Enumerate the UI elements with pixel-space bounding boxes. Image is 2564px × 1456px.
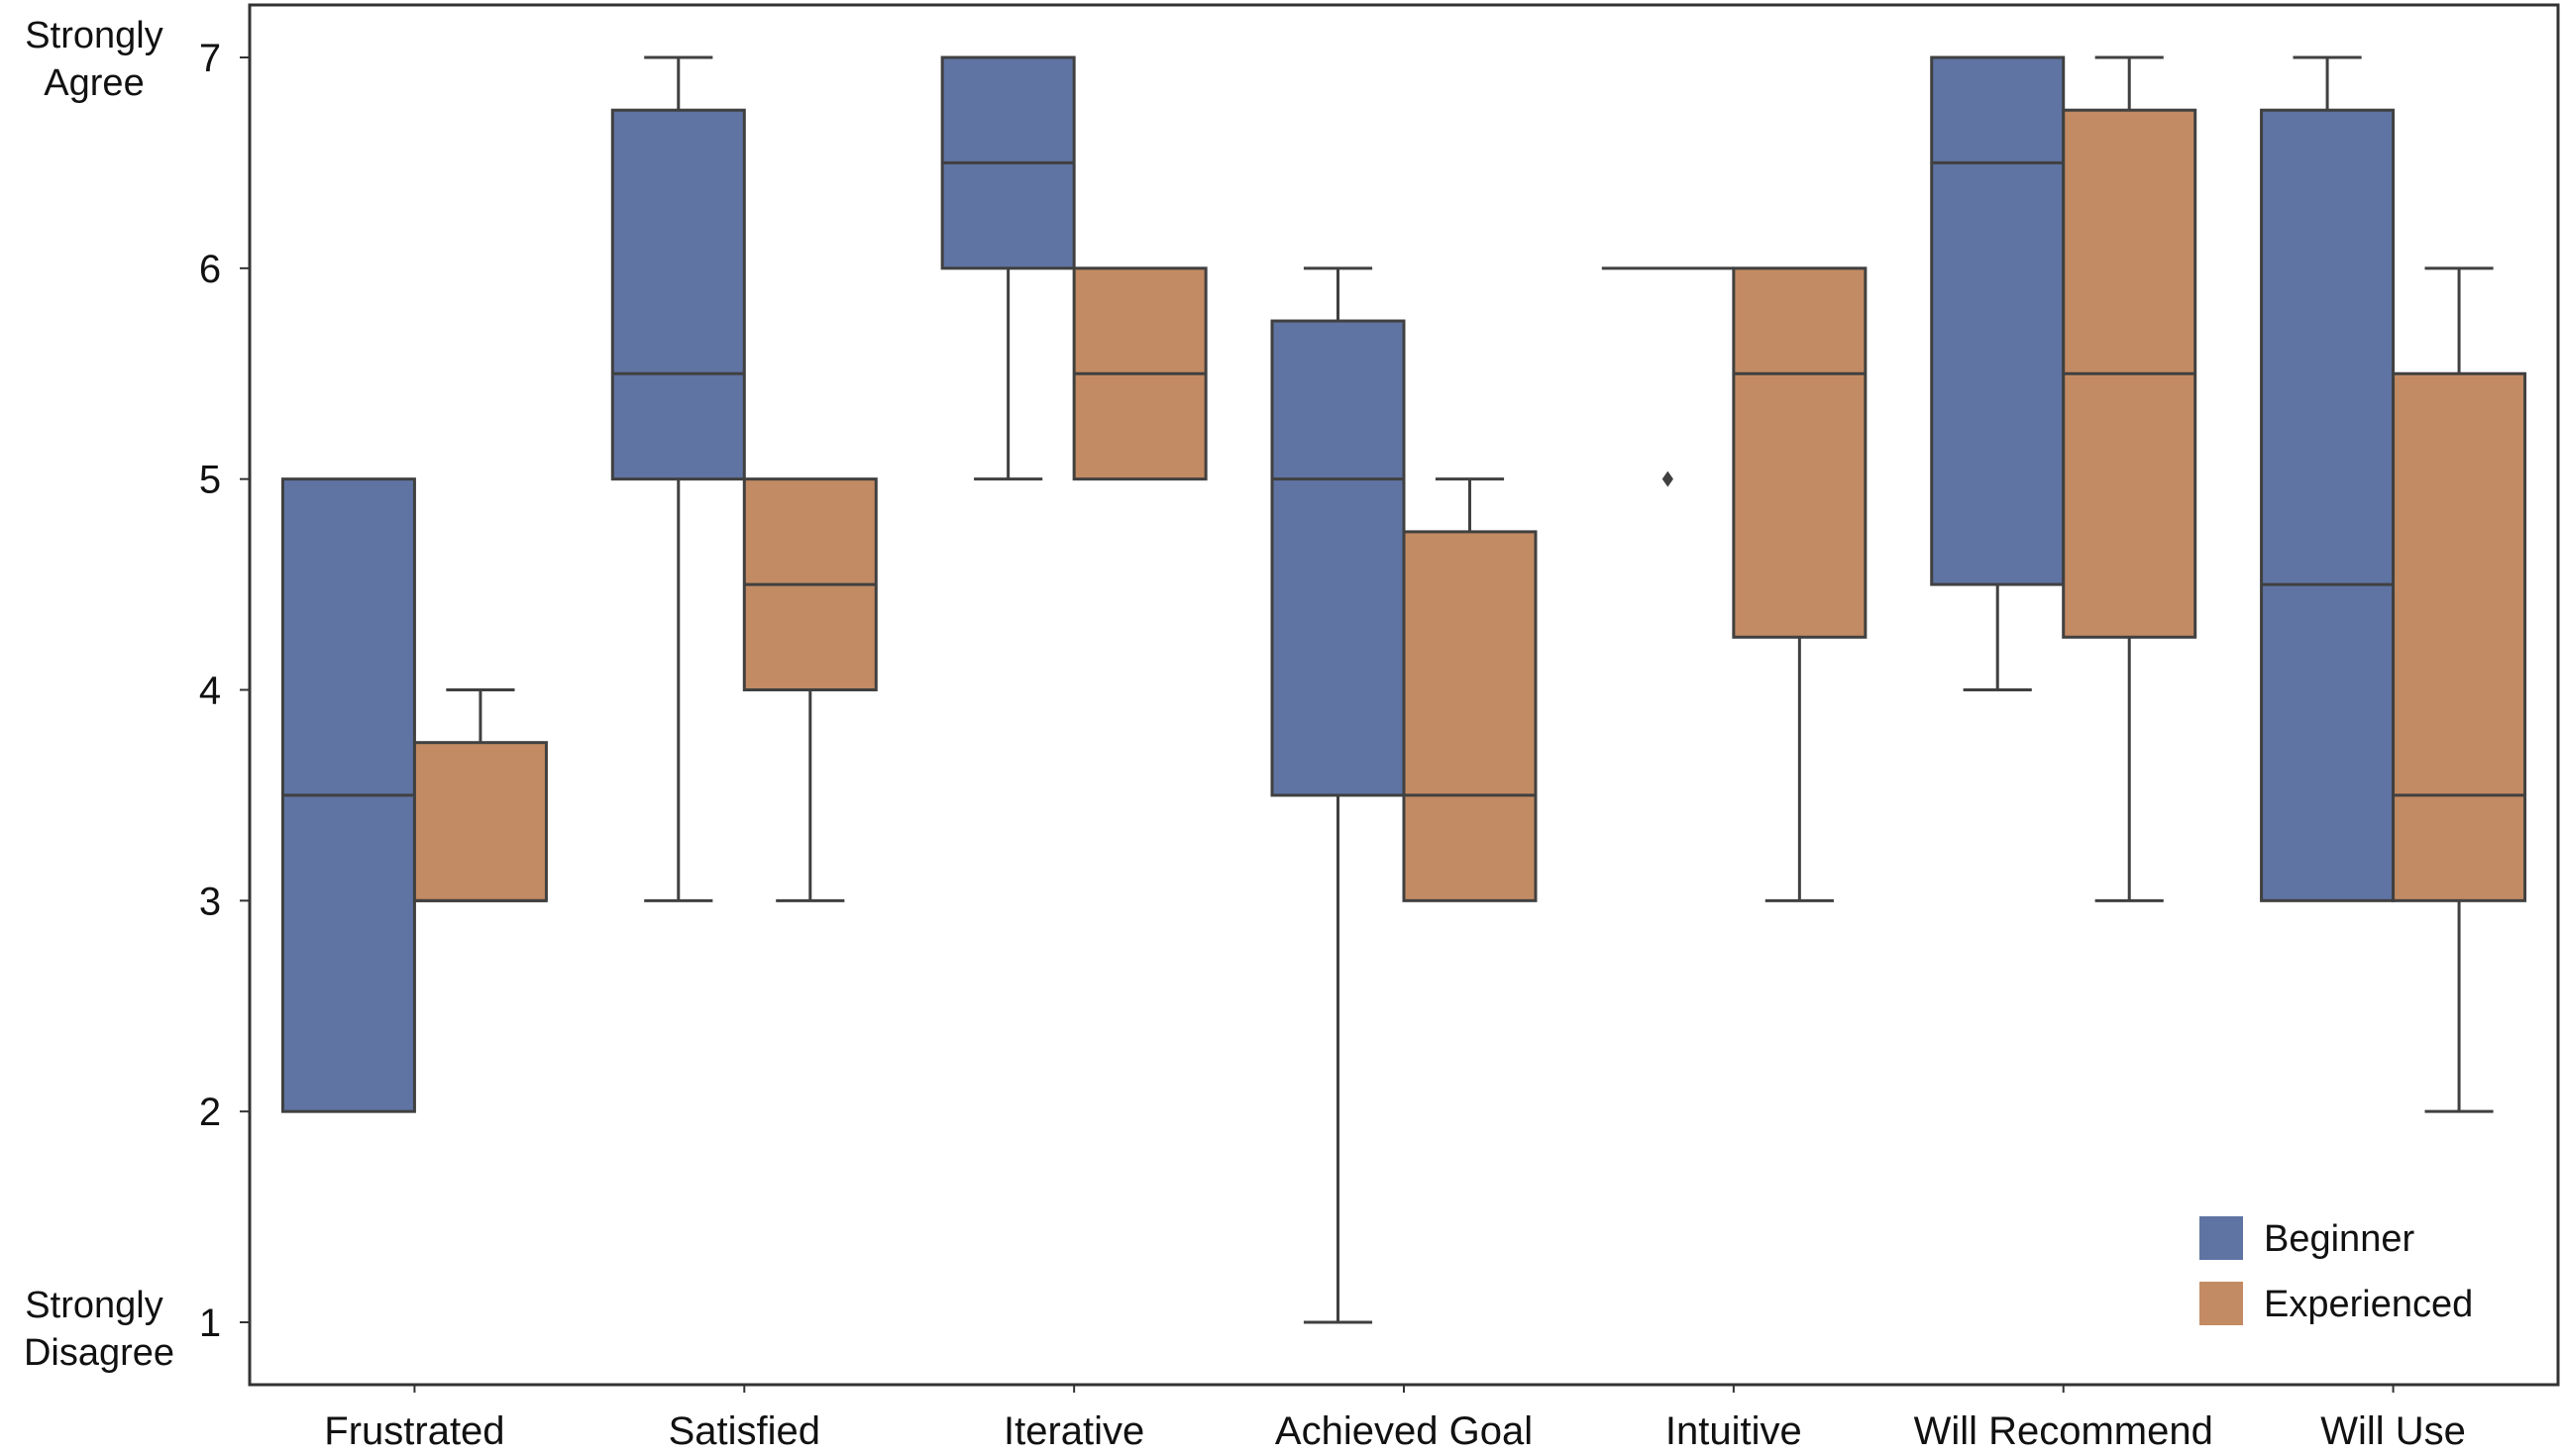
legend-swatch-beginner	[2199, 1216, 2243, 1260]
y-scale-label-top: Strongly Agree	[25, 15, 162, 104]
y-tick-label-7: 7	[199, 37, 221, 80]
box-experienced-5	[2062, 55, 2197, 902]
legend: Beginner Experienced	[2199, 1216, 2473, 1325]
x-tick-label: Will Recommend	[1914, 1409, 2213, 1453]
y-tick-label-3: 3	[199, 880, 221, 923]
y-tick-label-1: 1	[199, 1301, 221, 1345]
box-body	[412, 741, 548, 902]
box-body	[1930, 55, 2066, 586]
x-tick-label: Iterative	[1004, 1409, 1144, 1453]
box-experienced-3	[1402, 477, 1538, 902]
box-groups	[280, 55, 2527, 1324]
box-body	[1270, 319, 1406, 797]
x-tick-label: Will Use	[2320, 1409, 2466, 1453]
outlier-point	[1661, 470, 1673, 487]
box-beginner-1	[610, 55, 746, 902]
box-body	[1402, 530, 1538, 902]
y-tick-label-2: 2	[199, 1091, 221, 1134]
y-tick-label-5: 5	[199, 459, 221, 502]
box-body	[2392, 371, 2527, 902]
legend-swatch-experienced	[2199, 1282, 2243, 1325]
x-tick-label: Intuitive	[1665, 1409, 1802, 1453]
box-experienced-0	[412, 688, 548, 902]
y-scale-top-line-1: Strongly	[25, 15, 162, 56]
box-beginner-4	[1601, 266, 1734, 487]
y-scale-bottom-line-1: Strongly	[25, 1285, 162, 1326]
y-scale-bottom-line-2: Disagree	[24, 1332, 174, 1374]
box-beginner-0	[280, 477, 416, 1113]
box-beginner-2	[940, 55, 1076, 481]
x-axis-ticks: Frustrated Satisfied Iterative Achieved Goa…	[324, 1385, 2466, 1453]
box-body	[2260, 108, 2396, 902]
box-beginner-6	[2260, 55, 2396, 902]
box-experienced-4	[1732, 266, 1868, 902]
box-experienced-1	[742, 477, 878, 902]
x-tick-label: Frustrated	[324, 1409, 504, 1453]
box-beginner-5	[1930, 55, 2066, 691]
legend-label-beginner: Beginner	[2264, 1218, 2414, 1260]
box-experienced-2	[1072, 266, 1208, 481]
legend-label-experienced: Experienced	[2264, 1284, 2473, 1325]
y-scale-top-line-2: Agree	[44, 62, 144, 104]
box-experienced-6	[2392, 266, 2527, 1113]
x-tick-label: Satisfied	[669, 1409, 820, 1453]
y-axis-ticks: 1 2 3 4 5 6 7	[199, 37, 250, 1345]
box-body	[610, 108, 746, 481]
y-tick-label-4: 4	[199, 670, 221, 713]
y-scale-label-bottom: Strongly Disagree	[24, 1285, 174, 1374]
x-tick-label: Achieved Goal	[1275, 1409, 1533, 1453]
box-body	[1732, 266, 1868, 639]
y-tick-label-6: 6	[199, 248, 221, 291]
